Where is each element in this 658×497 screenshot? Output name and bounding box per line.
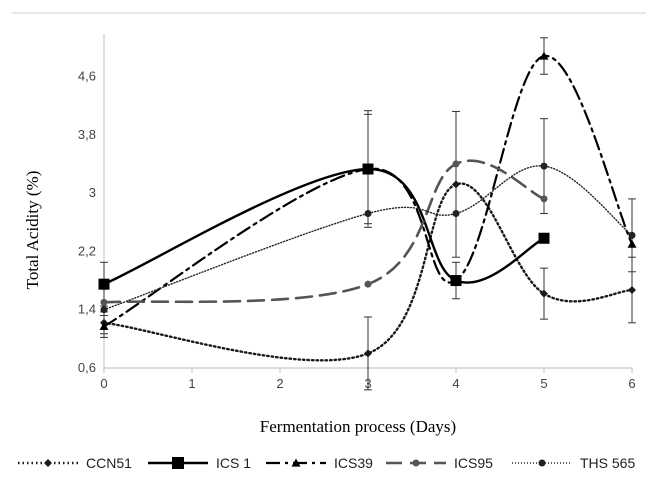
series-markers: [98, 51, 637, 358]
data-point-ics-1: [538, 232, 550, 244]
data-point-ccn51: [540, 289, 548, 298]
legend-item-ccn51: CCN51: [18, 455, 132, 471]
data-point-ths-565: [452, 209, 460, 217]
data-point-ths-565: [628, 231, 636, 239]
data-point-ics95: [452, 160, 460, 168]
legend-item-ics-1: ICS 1: [148, 455, 251, 471]
data-point-ccn51: [628, 286, 636, 295]
y-tick-label: 1,4: [78, 302, 96, 317]
data-point-ics39: [99, 321, 109, 331]
x-tick-label: 6: [628, 376, 635, 391]
x-tick-label: 0: [100, 376, 107, 391]
legend-marker: [538, 459, 546, 467]
legend-label: ICS 1: [216, 455, 251, 471]
data-point-ccn51: [364, 349, 372, 358]
y-axis-title: Total Acidity (%): [23, 171, 42, 290]
data-point-ics-1: [98, 278, 110, 290]
legend-label: ICS95: [454, 455, 493, 471]
legend-label: CCN51: [86, 455, 132, 471]
x-axis-title: Fermentation process (Days): [260, 417, 456, 436]
legend-item-ics39: ICS39: [266, 455, 373, 471]
legend-marker: [44, 459, 52, 467]
data-point-ics95: [364, 280, 372, 288]
x-tick-label: 1: [188, 376, 195, 391]
data-point-ics39: [451, 276, 461, 285]
data-point-ths-565: [100, 306, 108, 314]
data-point-ics95: [540, 195, 548, 203]
data-point-ics39: [363, 164, 373, 173]
data-point-ics95: [100, 298, 108, 306]
x-tick-label: 5: [540, 376, 547, 391]
y-tick-label: 0,6: [78, 360, 96, 375]
y-tick-label: 2,2: [78, 243, 96, 258]
y-tick-label: 3,8: [78, 127, 96, 142]
legend-marker: [291, 458, 301, 467]
y-axis: 0,6 1,4 2,2 3 3,8 4,6: [78, 34, 105, 375]
legend-item-ics95: ICS95: [386, 455, 493, 471]
series-line-ics95: [102, 159, 546, 304]
x-tick-label: 2: [276, 376, 283, 391]
legend-label: ICS39: [334, 455, 373, 471]
data-point-ccn51: [452, 180, 460, 189]
series-line-ths-565: [103, 165, 633, 311]
legend-marker: [172, 457, 184, 469]
data-point-ths-565: [540, 162, 548, 170]
legend-marker: [412, 459, 420, 467]
legend: CCN51 ICS 1 ICS39 ICS95 THS 565: [18, 455, 635, 471]
data-point-ths-565: [364, 209, 372, 217]
y-tick-label: 4,6: [78, 68, 96, 83]
legend-label: THS 565: [580, 455, 635, 471]
data-point-ics39: [627, 239, 637, 248]
series-line-ics-1: [102, 167, 546, 286]
x-axis: 0123456: [100, 367, 636, 391]
data-point-ics39: [539, 51, 549, 60]
x-tick-label: 4: [452, 376, 459, 391]
legend-item-ths-565: THS 565: [512, 455, 635, 471]
y-tick-label: 3: [89, 185, 96, 200]
